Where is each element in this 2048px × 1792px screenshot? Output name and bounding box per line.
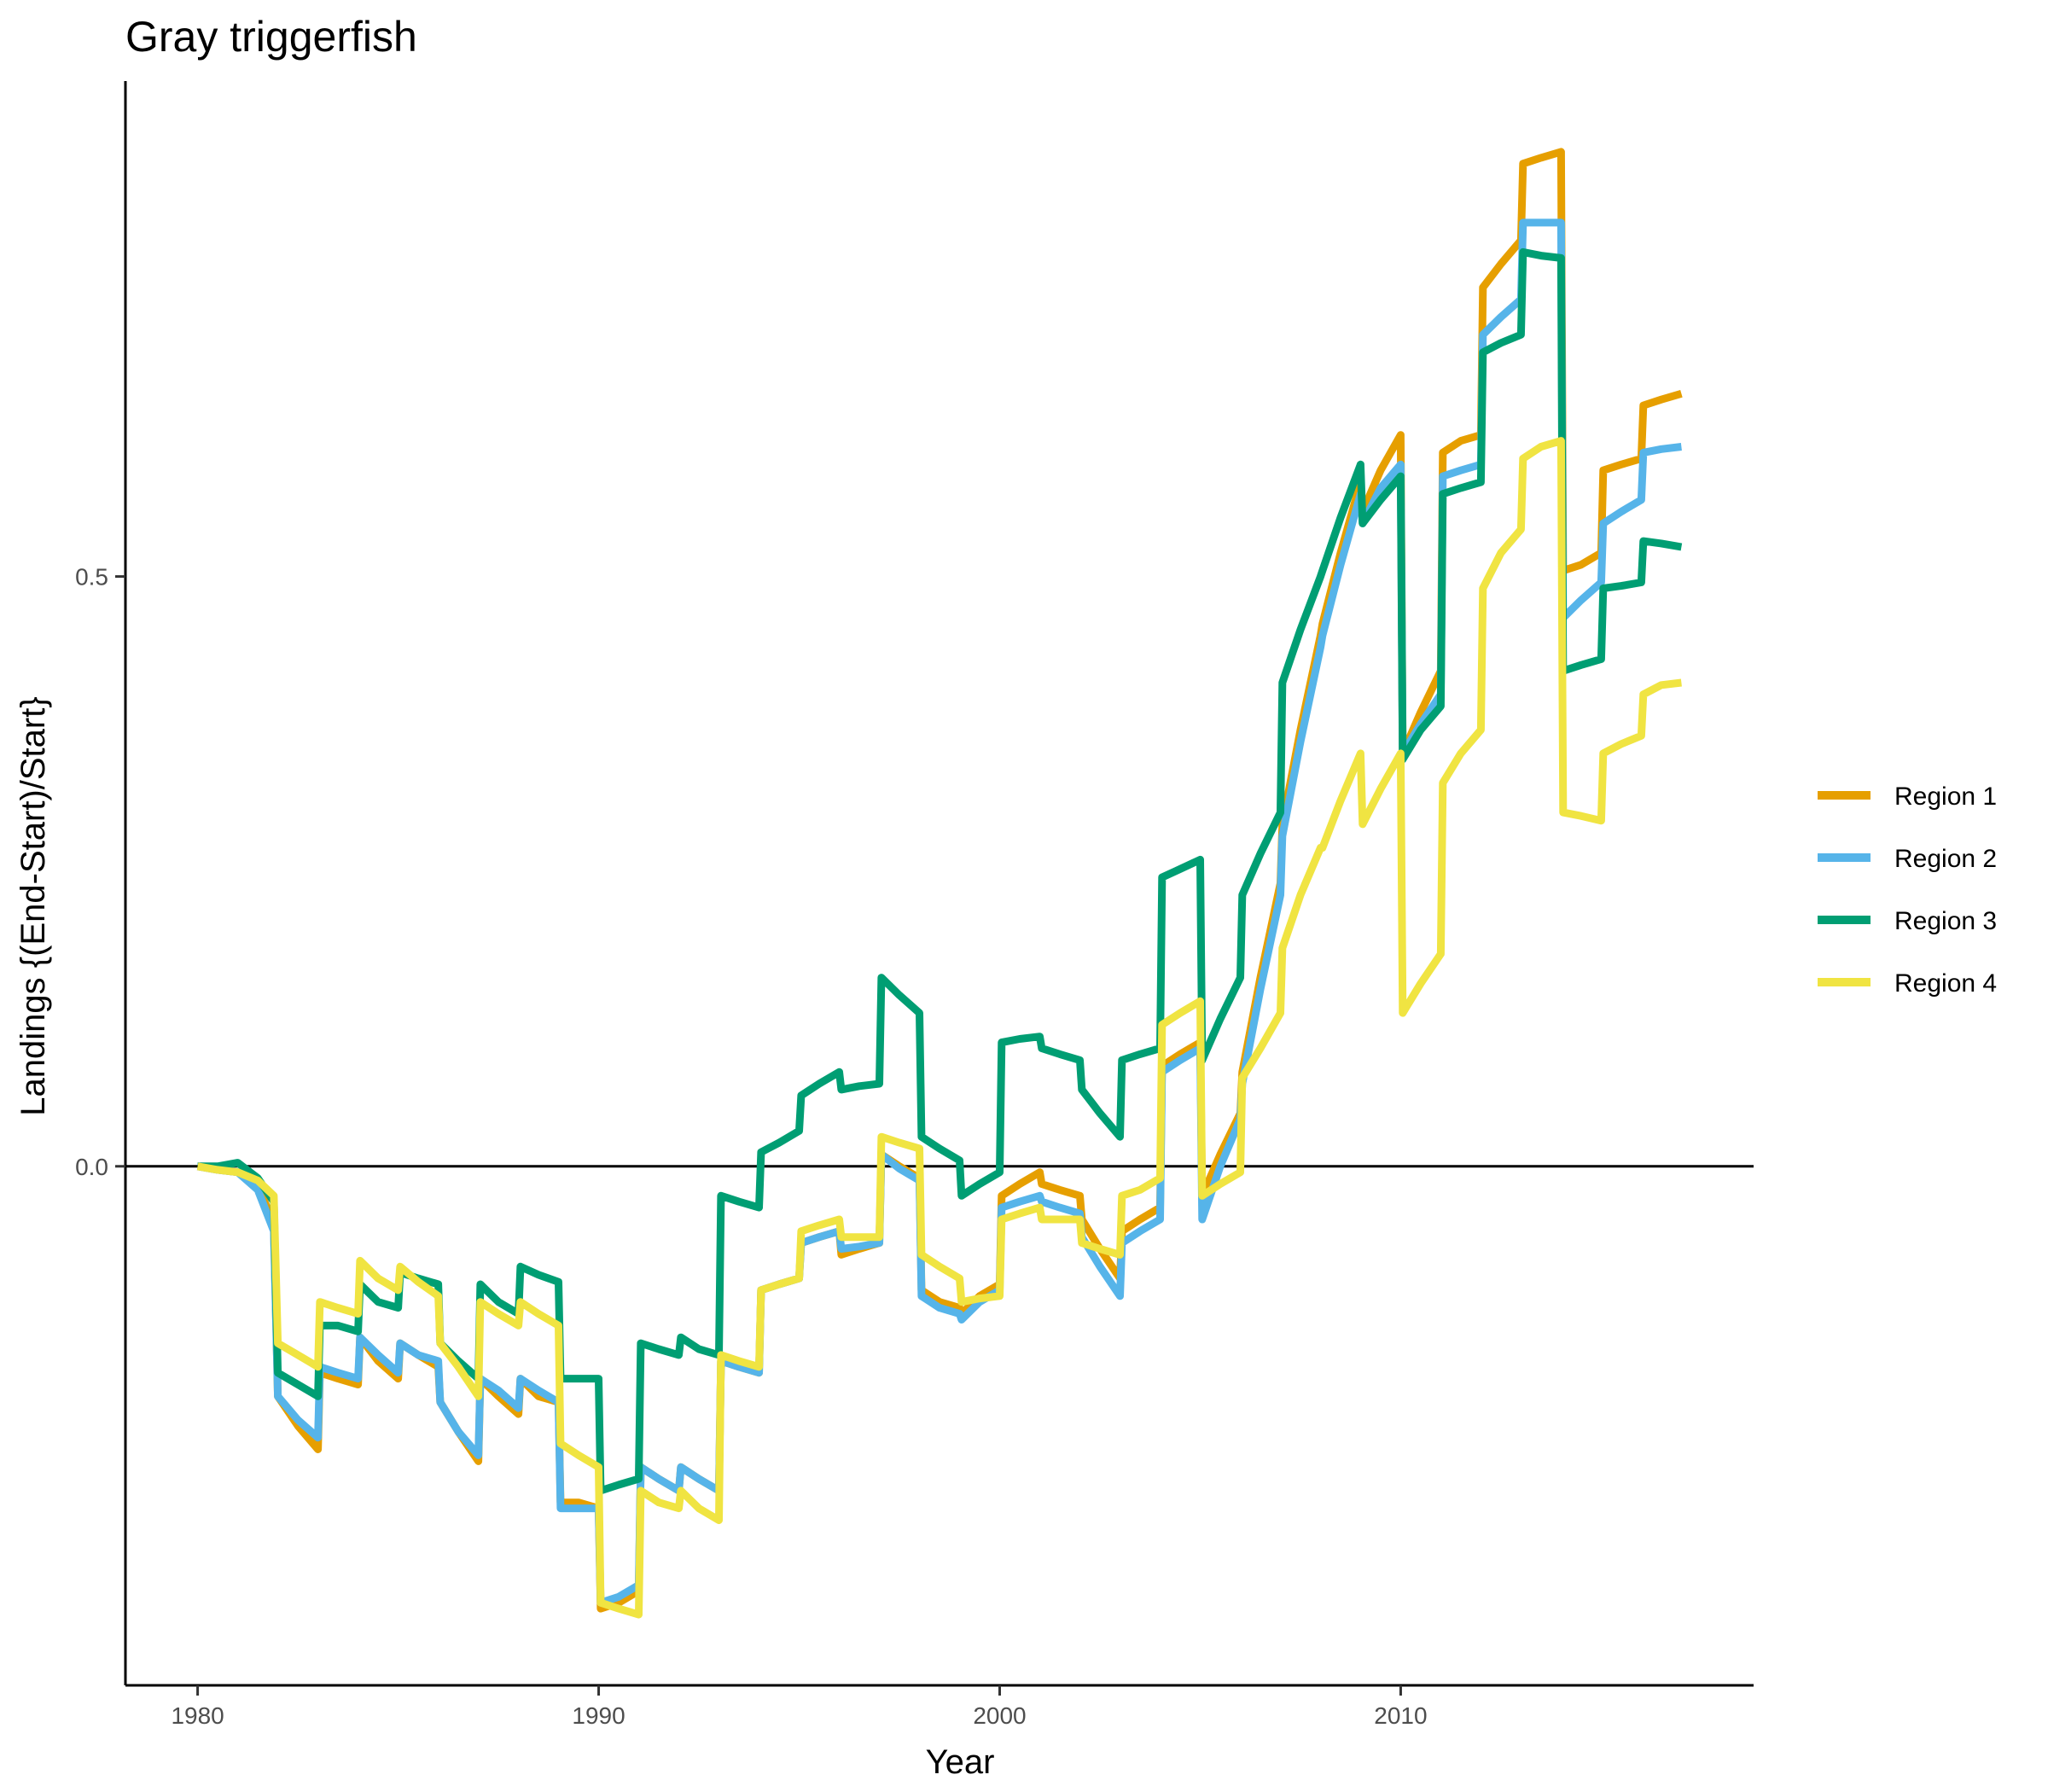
plot-area: 1980 1990 2000 2010 0.0 0.5: [75, 81, 1754, 1729]
legend-label-region-3: Region 3: [1894, 907, 1997, 935]
series-line-region-4: [196, 437, 1682, 1619]
series-layer: [196, 148, 1683, 1619]
legend-label-region-4: Region 4: [1894, 969, 1997, 998]
x-tick-label: 1980: [171, 1702, 224, 1729]
y-axis-ticks: 0.0 0.5: [75, 564, 125, 1180]
legend-label-region-2: Region 2: [1894, 845, 1997, 873]
legend: Region 1 Region 2 Region 3 Region 4: [1818, 783, 1997, 998]
x-axis-ticks: 1980 1990 2000 2010: [171, 1685, 1428, 1729]
x-axis-title: Year: [926, 1743, 995, 1781]
series-line-region-2: [196, 218, 1682, 1607]
series-line-region-1: [196, 148, 1683, 1613]
x-tick-label: 2010: [1374, 1702, 1427, 1729]
y-tick-label: 0.0: [75, 1154, 108, 1180]
y-axis-title: Landings {(End-Start)/Start}: [15, 696, 52, 1115]
y-tick-label: 0.5: [75, 564, 108, 591]
chart-title: Gray triggerfish: [125, 13, 417, 61]
series-line-region-3: [197, 247, 1683, 1495]
x-tick-label: 2000: [973, 1702, 1026, 1729]
x-tick-label: 1990: [572, 1702, 625, 1729]
legend-label-region-1: Region 1: [1894, 783, 1997, 811]
